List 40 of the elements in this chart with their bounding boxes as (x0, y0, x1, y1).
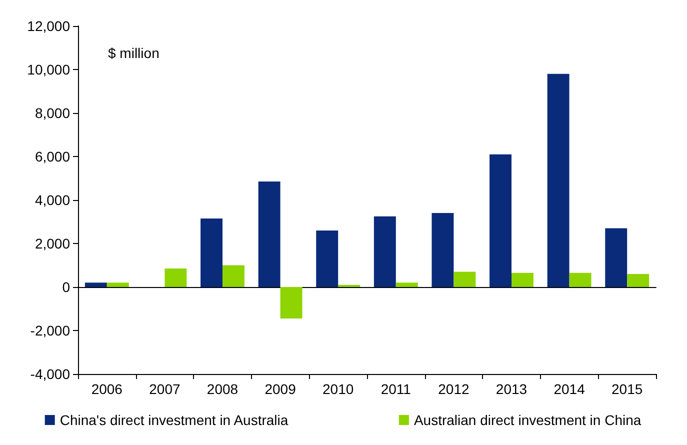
bar (374, 216, 396, 287)
x-tick-label: 2007 (149, 381, 180, 397)
x-tick-label: 2014 (554, 381, 586, 397)
annotation: $ million (108, 45, 160, 61)
y-tick-label: 0 (62, 279, 70, 295)
bar (316, 230, 338, 287)
y-tick-label: 4,000 (34, 192, 70, 208)
bar (512, 272, 534, 287)
y-tick-label: 10,000 (27, 62, 70, 78)
y-tick-label: -4,000 (30, 366, 70, 382)
bar (222, 265, 244, 287)
bar (547, 74, 570, 287)
x-tick-label: 2011 (380, 381, 412, 397)
y-tick-label: -2,000 (30, 322, 70, 338)
x-tick-label: 2012 (438, 381, 470, 397)
y-tick-label: 2,000 (34, 236, 70, 252)
bar (258, 182, 280, 287)
x-tick-label: 2010 (322, 381, 354, 397)
x-tick-label: 2009 (264, 381, 296, 397)
x-tick-label: 2006 (91, 381, 123, 397)
legend-label: China's direct investment in Australia (60, 412, 288, 428)
bar (200, 218, 222, 287)
bar (627, 274, 650, 287)
y-tick-label: 8,000 (34, 105, 70, 121)
bar (164, 268, 187, 287)
bar (106, 282, 129, 287)
bar (454, 272, 476, 287)
bar (280, 287, 302, 319)
bar (490, 154, 512, 287)
y-tick-label: 12,000 (27, 18, 70, 34)
x-tick-label: 2013 (496, 381, 528, 397)
bar (396, 282, 418, 287)
y-tick-label: 6,000 (34, 148, 70, 164)
bar (605, 228, 628, 287)
x-tick-label: 2015 (612, 381, 643, 397)
bar (84, 282, 107, 287)
legend-label: Australian direct investment in China (414, 412, 642, 428)
bar (569, 272, 592, 287)
bar (432, 213, 454, 287)
x-tick-label: 2008 (206, 381, 238, 397)
